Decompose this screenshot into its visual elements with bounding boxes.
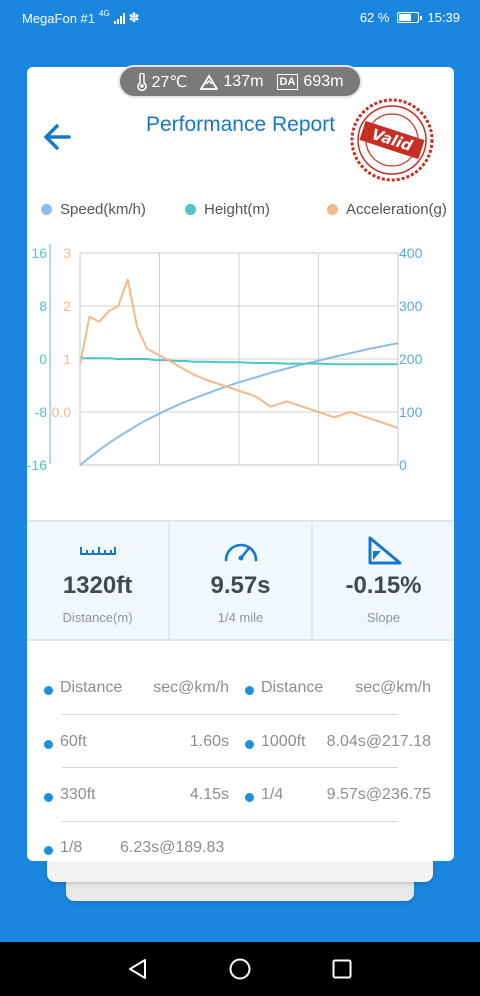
height-tick-label: -16: [27, 457, 47, 473]
legend-acceleration: Acceleration(g): [327, 201, 447, 218]
legend-height-marker: [185, 204, 196, 215]
clock: 15:39: [427, 10, 460, 25]
battery-percent: 62 %: [359, 10, 390, 25]
ruler-icon: [79, 547, 116, 555]
legend-speed-label: Speed(km/h): [60, 201, 146, 218]
acceleration-series-line: [79, 278, 399, 429]
split-distance: 60ft: [60, 733, 87, 750]
legend-acceleration-marker: [327, 204, 338, 215]
carrier-name: MegaFon #1: [22, 10, 95, 26]
bullet-icon: [245, 793, 254, 802]
acceleration-tick-label: 2: [63, 298, 71, 314]
acceleration-tick-label: 0.0: [52, 404, 72, 420]
weather-pill: 27℃ 137m DA 693m: [118, 65, 362, 98]
bullet-icon: [245, 740, 254, 749]
nav-home-icon[interactable]: [228, 957, 252, 981]
back-arrow-icon[interactable]: [39, 119, 79, 155]
battery-icon: [397, 12, 423, 23]
split-time: 6.23s@189.83: [120, 839, 225, 856]
nav-recents-icon[interactable]: [330, 957, 354, 981]
thermometer-icon: [136, 72, 147, 91]
acceleration-tick-label: 1: [63, 351, 71, 367]
header-distance-2: Distance: [261, 679, 324, 696]
temperature-item: 27℃: [136, 72, 188, 92]
stat-time: 9.57s 1/4 mile: [170, 522, 313, 639]
bullet-icon: [245, 686, 254, 695]
slope-icon: [368, 536, 401, 565]
splits-header-row: Distance sec@km/h Distance sec@km/h: [27, 679, 454, 709]
speed-tick-label: 100: [399, 404, 423, 420]
height-tick-label: -8: [35, 404, 48, 420]
speed-series-line: [79, 342, 399, 466]
stat-distance-label: Distance(m): [62, 610, 133, 625]
density-altitude-value: 693m: [303, 72, 344, 90]
row-divider: [62, 821, 398, 822]
height-tick-label: 8: [39, 298, 47, 314]
stats-panel: 1320ft Distance(m) 9.57s 1/4 mile -0.15%…: [27, 520, 454, 641]
header-time-1: sec@km/h: [153, 679, 229, 696]
mountain-icon: [200, 73, 219, 90]
speedometer-icon: [224, 543, 257, 562]
bullet-icon: [44, 793, 53, 802]
report-card: Performance Report Valid Speed(km/h) Hei…: [27, 67, 454, 861]
acceleration-tick-label: 3: [63, 245, 71, 261]
stat-distance-value: 1320ft: [62, 572, 133, 599]
density-altitude-badge: DA: [276, 73, 299, 90]
split-time: 4.15s: [189, 786, 229, 803]
split-distance: 1/4: [261, 786, 284, 803]
split-time: 8.04s@217.18: [326, 733, 431, 750]
stat-slope: -0.15% Slope: [313, 522, 454, 639]
bullet-icon: [44, 846, 53, 855]
split-distance: 330ft: [60, 786, 96, 803]
signal-icon: [113, 12, 125, 24]
density-altitude-item: DA 693m: [276, 72, 344, 91]
row-divider: [62, 714, 398, 715]
stat-slope-value: -0.15%: [345, 572, 422, 599]
legend-acceleration-label: Acceleration(g): [346, 201, 447, 218]
stat-time-value: 9.57s: [210, 572, 271, 599]
status-right: 62 % 15:39: [360, 10, 460, 25]
table-row: 330ft 4.15s 1/4 9.57s@236.75: [27, 786, 454, 816]
speed-tick-label: 200: [399, 351, 423, 367]
status-left: MegaFon #1 4G ✽: [22, 8, 140, 26]
legend-height-label: Height(m): [204, 201, 270, 218]
stat-distance: 1320ft Distance(m): [27, 522, 170, 639]
network-type: 4G: [99, 8, 110, 18]
stamp-text: Valid: [369, 125, 414, 155]
page-title: Performance Report: [145, 113, 336, 136]
split-distance: 1/8: [60, 839, 83, 856]
header-time-2: sec@km/h: [355, 679, 431, 696]
split-time: 9.57s@236.75: [326, 786, 431, 803]
table-row: 1/8 6.23s@189.83: [27, 839, 454, 861]
stat-time-label: 1/4 mile: [217, 610, 264, 625]
speed-tick-label: 300: [399, 298, 423, 314]
performance-chart: 16 8 0 -8 -16 3 2 1 0.0 400 300 200 100 0: [27, 244, 423, 473]
valid-stamp: Valid: [350, 98, 434, 182]
chart-legend: Speed(km/h) Height(m) Acceleration(g): [27, 201, 454, 223]
table-row: 60ft 1.60s 1000ft 8.04s@217.18: [27, 733, 454, 763]
bullet-icon: [44, 686, 53, 695]
speed-tick-label: 400: [399, 245, 423, 261]
legend-speed-marker: [41, 204, 52, 215]
height-series-line: [80, 357, 398, 366]
bullet-icon: [44, 740, 53, 749]
legend-speed: Speed(km/h): [41, 201, 146, 218]
legend-height: Height(m): [185, 201, 270, 218]
nav-back-icon[interactable]: [126, 957, 150, 981]
notification-icon: ✽: [128, 10, 140, 25]
split-time: 1.60s: [189, 733, 229, 750]
split-distance: 1000ft: [261, 733, 306, 750]
stat-slope-label: Slope: [366, 610, 401, 625]
speed-tick-label: 0: [399, 457, 407, 473]
height-tick-label: 0: [39, 351, 47, 367]
height-tick-label: 16: [31, 245, 47, 261]
header-distance-1: Distance: [60, 679, 123, 696]
altitude-item: 137m: [200, 73, 263, 91]
row-divider: [62, 767, 398, 768]
altitude-value: 137m: [223, 72, 264, 90]
status-bar: MegaFon #1 4G ✽ 62 % 15:39: [0, 0, 480, 36]
navigation-bar: [0, 942, 480, 996]
temperature-value: 27℃: [151, 73, 188, 91]
